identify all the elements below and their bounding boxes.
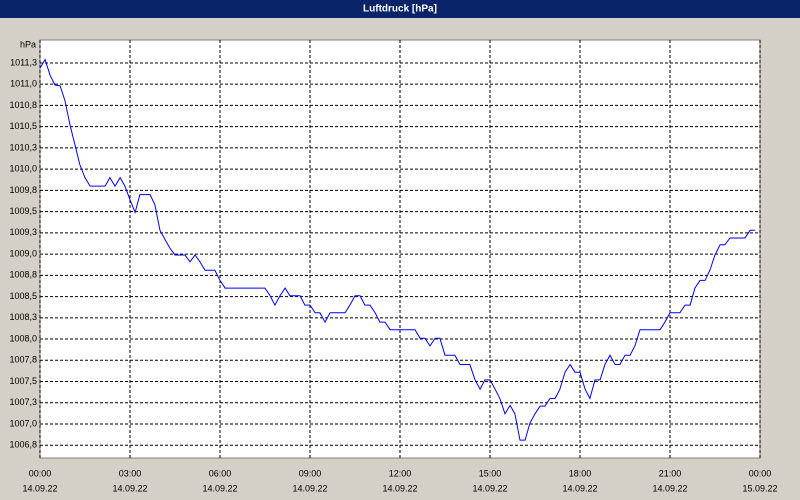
- title-bar: [0, 0, 800, 18]
- x-tick-date: 14.09.22: [382, 483, 417, 493]
- y-tick-label: 1009,0: [9, 248, 37, 258]
- x-tick-date: 14.09.22: [292, 483, 327, 493]
- x-tick-date: 14.09.22: [22, 483, 57, 493]
- y-tick-label: 1006,8: [9, 440, 37, 450]
- y-tick-label: 1010,5: [9, 121, 37, 131]
- y-tick-label: 1007,3: [9, 397, 37, 407]
- x-tick-date: 14.09.22: [472, 483, 507, 493]
- y-tick-label: 1010,0: [9, 164, 37, 174]
- y-tick-label: 1008,5: [9, 291, 37, 301]
- x-tick-date: 14.09.22: [562, 483, 597, 493]
- x-tick-label: 03:00: [119, 468, 142, 478]
- x-tick-label: 12:00: [389, 468, 412, 478]
- y-tick-label: 1009,5: [9, 206, 37, 216]
- y-tick-label: 1008,3: [9, 312, 37, 322]
- y-tick-label: 1007,5: [9, 376, 37, 386]
- x-tick-date: 15.09.22: [742, 483, 777, 493]
- y-tick-label: 1010,3: [9, 142, 37, 152]
- y-tick-label: 1008,8: [9, 270, 37, 280]
- y-tick-label: 1007,0: [9, 418, 37, 428]
- plot-area: [39, 39, 761, 459]
- x-tick-date: 14.09.22: [112, 483, 147, 493]
- y-tick-label: 1008,0: [9, 333, 37, 343]
- x-tick-label: 00:00: [29, 468, 52, 478]
- x-tick-label: 15:00: [479, 468, 502, 478]
- y-tick-label: 1010,8: [9, 100, 37, 110]
- y-tick-label: 1009,8: [9, 185, 37, 195]
- y-tick-label: 1011,3: [10, 57, 37, 67]
- y-tick-label: 1007,8: [9, 355, 37, 365]
- x-tick-label: 06:00: [209, 468, 232, 478]
- chart-title: Luftdruck [hPa]: [363, 4, 437, 15]
- x-tick-label: 00:00: [749, 468, 772, 478]
- x-tick-label: 09:00: [299, 468, 322, 478]
- x-tick-date: 14.09.22: [652, 483, 687, 493]
- y-tick-label: 1011,0: [10, 79, 37, 89]
- y-axis-label: hPa: [20, 39, 36, 49]
- x-tick-label: 21:00: [659, 468, 682, 478]
- x-tick-label: 18:00: [569, 468, 592, 478]
- x-tick-date: 14.09.22: [202, 483, 237, 493]
- line-series: [39, 58, 755, 441]
- y-tick-label: 1009,3: [9, 227, 37, 237]
